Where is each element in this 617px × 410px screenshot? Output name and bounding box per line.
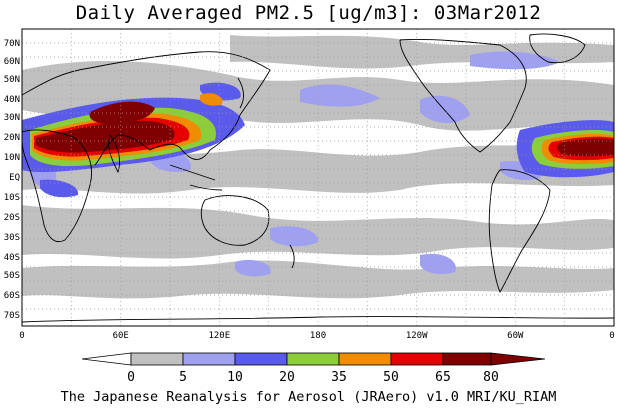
legend-label: 0 (127, 370, 135, 385)
lat-label: EQ (9, 173, 20, 183)
lat-label: 60N (4, 57, 20, 67)
lat-label: 40N (4, 95, 20, 105)
legend-colorbar (81, 352, 546, 366)
lat-label: 10S (4, 193, 20, 203)
legend-swatch (442, 352, 492, 366)
lat-label: 30S (4, 233, 20, 243)
legend-swatch (130, 352, 184, 366)
lat-label: 30N (4, 113, 20, 123)
lat-label: 70N (4, 39, 20, 49)
lon-label: 120E (208, 331, 230, 341)
lat-label: 70S (4, 311, 20, 321)
legend-label: 10 (227, 370, 243, 385)
lat-label: 50S (4, 271, 20, 281)
lon-label: 180 (310, 331, 326, 341)
legend-label: 65 (435, 370, 451, 385)
coastlines (22, 33, 614, 323)
legend-swatch (490, 352, 546, 366)
legend-swatch (182, 352, 236, 366)
lon-label: 0 (609, 331, 614, 341)
legend-label: 35 (331, 370, 347, 385)
lon-label: 60E (113, 331, 129, 341)
latitude-labels: 70N 60N 50N 40N 30N 20N 10N EQ 10S 20S 3… (4, 39, 20, 321)
lon-label: 120W (406, 331, 428, 341)
map-title: Daily Averaged PM2.5 [ug/m3]: 03Mar2012 (75, 2, 542, 24)
footer-credit: The Japanese Reanalysis for Aerosol (JRA… (60, 389, 557, 405)
legend-label: 50 (383, 370, 399, 385)
lon-label: 60W (507, 331, 524, 341)
lat-label: 40S (4, 253, 20, 263)
legend-label: 5 (179, 370, 187, 385)
lat-label: 60S (4, 291, 20, 301)
legend-labels: 0 5 10 20 35 50 65 80 (127, 370, 499, 385)
legend-swatch (234, 352, 288, 366)
lat-label: 50N (4, 75, 20, 85)
lat-label: 20S (4, 213, 20, 223)
legend-swatch (390, 352, 444, 366)
legend-label: 20 (279, 370, 295, 385)
longitude-labels: 0 60E 120E 180 120W 60W 0 (19, 331, 614, 341)
lat-label: 10N (4, 153, 20, 163)
legend-label: 80 (483, 370, 499, 385)
legend-swatch (81, 352, 132, 366)
legend-swatch (338, 352, 392, 366)
map-frame (21, 28, 615, 327)
graticule (22, 29, 614, 326)
lon-label: 0 (19, 331, 24, 341)
legend-swatch (286, 352, 340, 366)
lat-label: 20N (4, 133, 20, 143)
